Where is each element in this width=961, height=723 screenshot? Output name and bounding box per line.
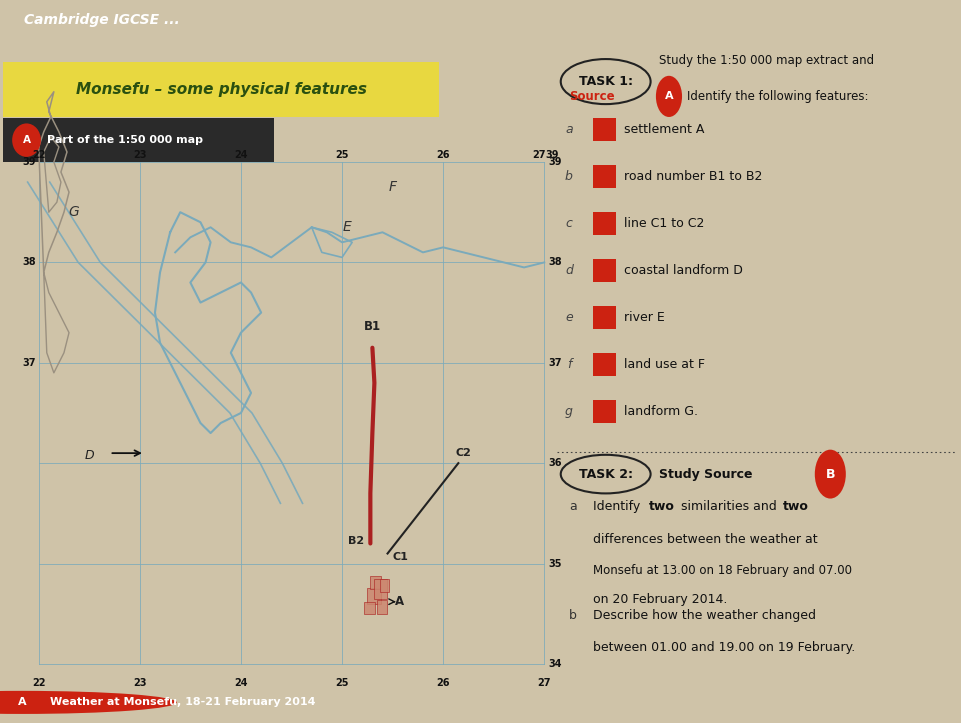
Text: land use at F: land use at F [624, 358, 705, 371]
Text: 36: 36 [549, 458, 562, 469]
Text: C2: C2 [456, 448, 471, 458]
Text: A: A [18, 698, 26, 707]
Text: 34: 34 [549, 659, 562, 669]
Text: A: A [22, 135, 31, 145]
Text: Part of the 1:50 000 map: Part of the 1:50 000 map [47, 135, 203, 145]
Text: Monsefu at 13.00 on 18 February and 07.00: Monsefu at 13.00 on 18 February and 07.0… [593, 564, 852, 577]
Text: 38: 38 [549, 257, 562, 268]
Text: similarities and: similarities and [678, 500, 781, 513]
Circle shape [12, 124, 41, 157]
Text: Monsefu – some physical features: Monsefu – some physical features [76, 82, 366, 97]
Bar [593, 400, 616, 423]
Text: TASK 1:: TASK 1: [579, 75, 632, 88]
Text: line C1 to C2: line C1 to C2 [624, 218, 704, 231]
Text: Source: Source [569, 90, 614, 103]
Text: A: A [665, 91, 674, 101]
Text: 38: 38 [22, 257, 36, 268]
Bar [367, 588, 382, 604]
Text: g: g [565, 405, 573, 418]
Text: two: two [783, 500, 809, 513]
Text: D: D [85, 449, 94, 462]
Text: 39: 39 [546, 150, 559, 160]
Text: d: d [565, 265, 573, 278]
Text: E: E [343, 221, 352, 234]
Text: 35: 35 [549, 559, 562, 568]
Text: 37: 37 [549, 358, 562, 368]
Bar [593, 166, 616, 189]
Text: A: A [395, 595, 404, 608]
Text: 25: 25 [335, 150, 349, 160]
Text: landform G.: landform G. [624, 405, 698, 418]
Text: Identify: Identify [593, 500, 645, 513]
Text: differences between the weather at: differences between the weather at [593, 534, 818, 547]
Bar [370, 576, 382, 589]
Bar [593, 119, 616, 142]
Bar [381, 579, 389, 591]
Circle shape [0, 691, 177, 714]
Text: 39: 39 [549, 157, 562, 167]
Text: 26: 26 [436, 678, 450, 688]
Text: Weather at Monsefu, 18-21 February 2014: Weather at Monsefu, 18-21 February 2014 [50, 698, 315, 707]
Text: a: a [565, 124, 573, 137]
Text: coastal landform D: coastal landform D [624, 265, 743, 278]
Text: 22: 22 [32, 678, 45, 688]
Text: 23: 23 [133, 678, 146, 688]
Text: road number B1 to B2: road number B1 to B2 [624, 171, 762, 184]
Text: B2: B2 [348, 536, 364, 547]
Text: 25: 25 [335, 678, 349, 688]
Text: 27: 27 [532, 150, 546, 160]
Text: settlement A: settlement A [624, 124, 704, 137]
Text: river E: river E [624, 311, 665, 324]
Bar [593, 306, 616, 329]
Text: 22: 22 [32, 150, 45, 160]
Text: between 01.00 and 19.00 on 19 February.: between 01.00 and 19.00 on 19 February. [593, 641, 855, 654]
Text: Cambridge IGCSE ...: Cambridge IGCSE ... [24, 13, 180, 27]
Text: 24: 24 [234, 678, 248, 688]
Text: e: e [565, 311, 573, 324]
Text: Describe how the weather changed: Describe how the weather changed [593, 609, 817, 623]
Text: b: b [569, 609, 577, 623]
Text: 23: 23 [133, 150, 146, 160]
Text: on 20 February 2014.: on 20 February 2014. [593, 593, 727, 606]
Bar [593, 353, 616, 376]
Text: 26: 26 [436, 150, 450, 160]
Text: 24: 24 [234, 150, 248, 160]
Text: two: two [649, 500, 675, 513]
Text: Identify the following features:: Identify the following features: [687, 90, 869, 103]
Text: c: c [565, 218, 573, 231]
Text: 39: 39 [22, 157, 36, 167]
Text: f: f [567, 358, 571, 371]
Bar [593, 259, 616, 283]
Text: B1: B1 [364, 320, 381, 333]
Bar [378, 599, 387, 614]
Bar [375, 579, 386, 599]
Text: b: b [565, 171, 573, 184]
Text: F: F [388, 180, 397, 194]
FancyBboxPatch shape [3, 119, 274, 162]
Circle shape [656, 76, 682, 117]
Text: Study Source: Study Source [659, 468, 752, 481]
Text: 27: 27 [537, 678, 551, 688]
Text: Study the 1:50 000 map extract and: Study the 1:50 000 map extract and [659, 54, 874, 67]
FancyBboxPatch shape [3, 62, 439, 117]
Text: C1: C1 [393, 552, 408, 562]
Text: a: a [569, 500, 577, 513]
Bar [364, 602, 376, 614]
Circle shape [815, 450, 846, 499]
Text: TASK 2:: TASK 2: [579, 468, 632, 481]
Bar [593, 213, 616, 236]
Text: G: G [68, 205, 80, 219]
Text: B: B [825, 468, 835, 481]
Text: 37: 37 [22, 358, 36, 368]
